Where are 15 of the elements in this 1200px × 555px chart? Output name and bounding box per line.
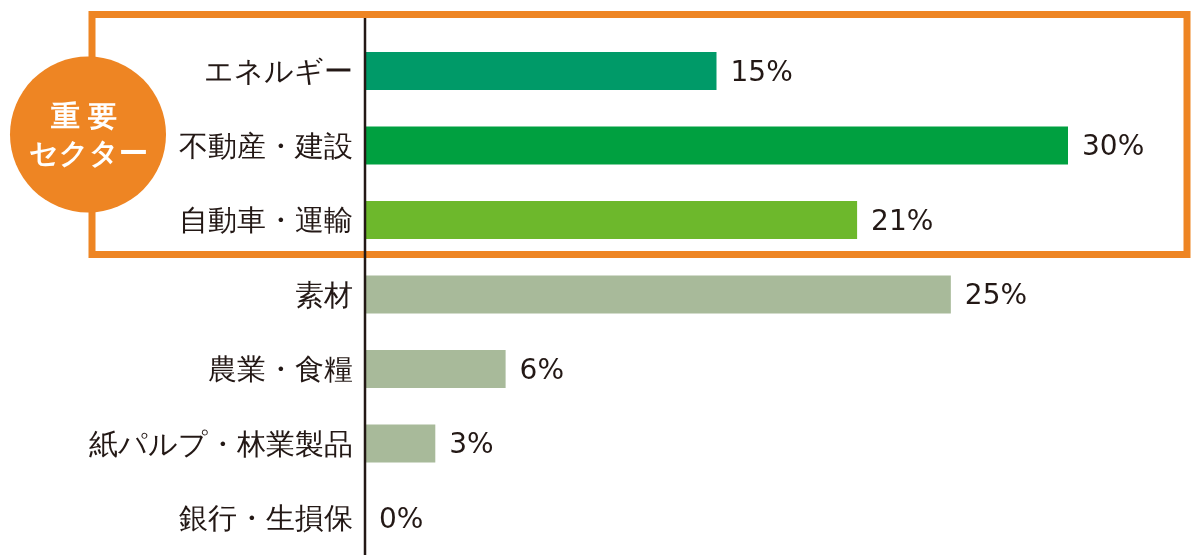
y-tick-label: 自動車・運輸 <box>179 203 353 237</box>
y-tick-label: 農業・食糧 <box>208 352 353 386</box>
data-label: 6% <box>519 352 565 386</box>
y-tick-label: 素材 <box>295 277 353 312</box>
annotation: 重要セクター <box>28 99 148 170</box>
data-label: 3% <box>449 427 494 460</box>
y-tick-label: 不動産・建設 <box>179 128 353 163</box>
data-label: 0% <box>379 501 424 535</box>
data-label: 21% <box>871 203 934 237</box>
data-label: 15% <box>730 54 793 88</box>
data-label: 25% <box>964 278 1028 311</box>
data-label: 30% <box>1082 129 1145 162</box>
y-tick-label: 銀行・生損保 <box>179 501 353 535</box>
y-tick-label: 紙パルプ・林業製品 <box>89 426 353 461</box>
y-tick-label: エネルギー <box>204 54 353 88</box>
